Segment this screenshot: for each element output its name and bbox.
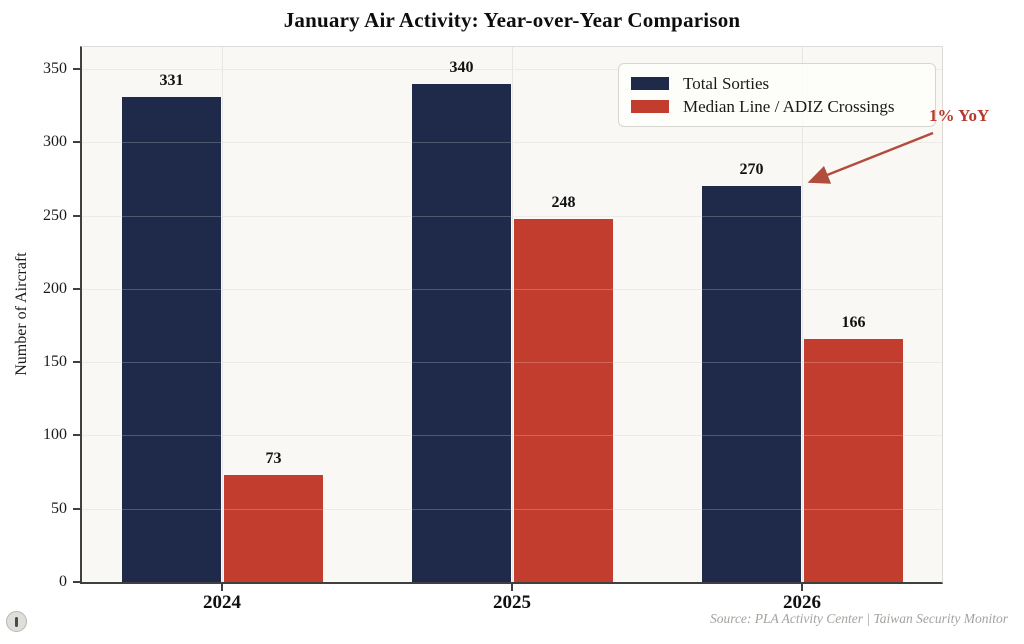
bar-2026-adiz-crossings xyxy=(804,338,903,582)
y-tick-label: 200 xyxy=(43,279,67,297)
legend-swatch-navy xyxy=(631,77,669,90)
chart-title: January Air Activity: Year-over-Year Com… xyxy=(283,8,741,32)
legend: Total Sorties Median Line / ADIZ Crossin… xyxy=(618,63,936,127)
info-icon xyxy=(6,611,27,632)
gridline-horizontal-overlay xyxy=(82,362,942,364)
y-tick-label: 300 xyxy=(43,133,67,151)
gridline-horizontal-overlay xyxy=(82,435,942,437)
gridline-horizontal-overlay xyxy=(82,215,942,217)
bar-value-label: 248 xyxy=(551,193,576,211)
y-axis-tick xyxy=(73,434,80,437)
bar-value-label: 331 xyxy=(159,71,184,89)
source-note: Source: PLA Activity Center | Taiwan Sec… xyxy=(709,611,1008,626)
bar-2025-adiz-crossings xyxy=(514,218,613,582)
y-axis-tick xyxy=(73,141,80,144)
gridline-vertical xyxy=(802,47,803,582)
y-tick-label: 50 xyxy=(51,499,67,517)
gridline-vertical xyxy=(512,47,513,582)
y-axis-tick xyxy=(73,287,80,290)
bar-value-label: 166 xyxy=(841,313,866,331)
y-axis-tick xyxy=(73,67,80,70)
bar-2026-total-sorties xyxy=(702,186,801,582)
gridline-horizontal-overlay xyxy=(82,142,942,144)
y-tick-label: 100 xyxy=(43,426,67,444)
y-tick-label: 150 xyxy=(43,353,67,371)
legend-item-adiz-crossings: Median Line / ADIZ Crossings xyxy=(631,95,923,118)
x-tick-label: 2024 xyxy=(203,592,241,613)
legend-label: Total Sorties xyxy=(683,73,770,93)
x-axis-tick xyxy=(221,584,223,591)
gridline-horizontal-overlay xyxy=(82,508,942,510)
gridline-horizontal-overlay xyxy=(82,288,942,290)
y-axis-tick xyxy=(73,507,80,510)
x-axis-tick xyxy=(511,584,513,591)
plot-area: 331 340 270 73 248 166 xyxy=(80,46,943,584)
x-tick-label: 2026 xyxy=(783,592,821,613)
gridline-vertical xyxy=(222,47,223,582)
bar-2024-total-sorties xyxy=(122,96,221,582)
gridline-horizontal-overlay xyxy=(82,68,942,70)
bar-value-label: 270 xyxy=(739,161,764,179)
y-axis-tick xyxy=(73,361,80,364)
annotation-arrow-icon xyxy=(807,131,934,184)
yoy-annotation-text: 1% YoY xyxy=(929,106,990,125)
bar-2024-adiz-crossings xyxy=(224,475,323,582)
legend-swatch-red xyxy=(631,100,669,113)
bar-2025-total-sorties xyxy=(412,83,511,582)
bar-value-label: 73 xyxy=(265,450,282,467)
legend-label: Median Line / ADIZ Crossings xyxy=(683,96,895,116)
y-tick-label: 350 xyxy=(43,59,67,77)
y-tick-label: 0 xyxy=(59,573,67,590)
y-axis-tick xyxy=(73,581,80,583)
y-axis-tick xyxy=(73,214,80,217)
y-tick-label: 250 xyxy=(43,206,67,224)
x-axis-tick xyxy=(801,584,803,591)
x-tick-label: 2025 xyxy=(493,592,531,613)
legend-item-total-sorties: Total Sorties xyxy=(631,72,923,95)
bar-value-label: 340 xyxy=(449,58,474,76)
